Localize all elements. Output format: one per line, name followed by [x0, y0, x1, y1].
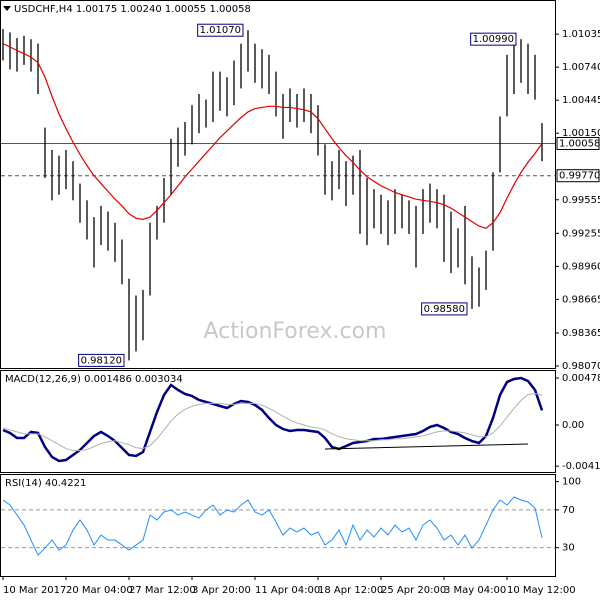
- annotation-box: [470, 32, 517, 46]
- x-tick-label: 25 Apr 20:00: [381, 585, 446, 596]
- x-tick-label: 11 Apr 04:00: [255, 585, 320, 596]
- panel-frame: [0, 370, 556, 473]
- y-tick-label: 1.00740: [562, 62, 600, 73]
- annotation-label: 1.00990: [473, 34, 514, 45]
- panel-title: USDCHF,H4 1.00175 1.00240 1.00055 1.0005…: [14, 4, 251, 15]
- annotation-label: 0.98120: [81, 355, 122, 366]
- y-tick-label: 1.01035: [562, 29, 600, 40]
- panel-title: MACD(12,26,9) 0.001486 0.003034: [5, 374, 183, 385]
- y-tick-label: 1.00445: [562, 95, 600, 106]
- trendline: [324, 443, 529, 450]
- x-tick-label: 10 Mar 2017: [3, 585, 66, 596]
- moving-average: [2, 43, 543, 229]
- y-tick-label: 1.00150: [562, 128, 600, 139]
- x-tick-label: 18 Apr 12:00: [318, 585, 383, 596]
- y-tick-label: 0.98960: [562, 261, 600, 272]
- watermark: ActionForex.com: [204, 319, 387, 344]
- annotation-label: 1.01070: [200, 25, 241, 36]
- x-tick-label: 10 May 12:00: [507, 585, 576, 596]
- annotation-box: [421, 302, 468, 316]
- y-tick-label: 100: [562, 477, 581, 488]
- y-tick-label: 0.00: [562, 420, 584, 431]
- series-line: [2, 496, 543, 556]
- annotation-box: [197, 23, 244, 37]
- x-tick-label: 3 Apr 20:00: [192, 585, 251, 596]
- series-line: [2, 393, 543, 452]
- x-tick-label: 3 May 04:00: [444, 585, 506, 596]
- y-tick-label: 30: [562, 543, 575, 554]
- panel-frame: [0, 474, 556, 577]
- level-box: [556, 169, 600, 183]
- level-box: [556, 136, 600, 150]
- series-line: [2, 376, 544, 463]
- level-label: 1.00058: [559, 138, 600, 149]
- panel-title: RSI(14) 40.4221: [5, 478, 86, 489]
- level-label: 0.99770: [559, 171, 600, 182]
- menu-arrow: [3, 6, 11, 11]
- y-tick-label: 0.00478: [562, 373, 600, 384]
- annotation-label: 0.98580: [424, 304, 465, 315]
- y-tick-label: 0.99555: [562, 195, 600, 206]
- y-tick-label: 0.98070: [562, 361, 600, 372]
- y-tick-label: 0.98365: [562, 328, 600, 339]
- panel-frame: [0, 0, 556, 369]
- y-tick-label: 0.98665: [562, 294, 600, 305]
- y-tick-label: 70: [562, 505, 575, 516]
- y-tick-label: -0.004185: [562, 461, 600, 472]
- y-tick-label: 0.99255: [562, 228, 600, 239]
- x-tick-label: 27 Mar 12:00: [129, 585, 196, 596]
- annotation-box: [78, 353, 125, 367]
- x-tick-label: 20 Mar 04:00: [66, 585, 133, 596]
